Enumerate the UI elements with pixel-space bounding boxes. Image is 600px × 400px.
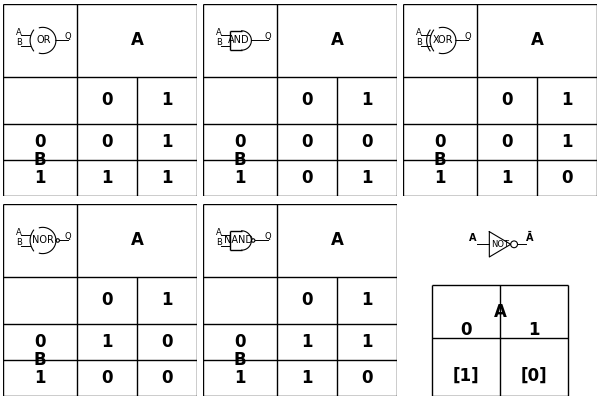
Text: 1: 1 bbox=[361, 92, 373, 110]
Text: AND: AND bbox=[228, 36, 250, 46]
Text: A: A bbox=[16, 228, 22, 237]
Text: 0: 0 bbox=[161, 369, 173, 387]
Text: 1: 1 bbox=[34, 369, 46, 387]
Text: A: A bbox=[331, 32, 343, 50]
Text: 0: 0 bbox=[460, 321, 472, 339]
Text: B: B bbox=[16, 38, 22, 47]
Text: [1]: [1] bbox=[453, 367, 479, 385]
Text: A: A bbox=[331, 232, 343, 250]
Text: B: B bbox=[216, 238, 222, 247]
Text: B: B bbox=[416, 38, 422, 47]
Text: 1: 1 bbox=[101, 169, 113, 187]
Text: 1: 1 bbox=[301, 333, 313, 351]
Text: A: A bbox=[216, 228, 222, 237]
Text: 0: 0 bbox=[101, 292, 113, 310]
Text: Q: Q bbox=[265, 232, 271, 241]
Text: 1: 1 bbox=[161, 292, 173, 310]
Text: 0: 0 bbox=[501, 92, 512, 110]
Text: 1: 1 bbox=[361, 333, 373, 351]
Text: 1: 1 bbox=[234, 169, 245, 187]
Text: A: A bbox=[130, 32, 143, 50]
Text: NAND: NAND bbox=[224, 236, 253, 246]
Text: A: A bbox=[530, 32, 543, 50]
Text: B: B bbox=[34, 351, 46, 369]
Text: 0: 0 bbox=[501, 133, 512, 151]
Text: 1: 1 bbox=[234, 369, 245, 387]
Text: 0: 0 bbox=[101, 133, 113, 151]
Text: 1: 1 bbox=[561, 133, 572, 151]
Text: 0: 0 bbox=[301, 292, 313, 310]
Text: 0: 0 bbox=[361, 133, 373, 151]
Text: A: A bbox=[216, 28, 222, 37]
Text: B: B bbox=[233, 351, 246, 369]
Text: 0: 0 bbox=[301, 133, 313, 151]
Text: 0: 0 bbox=[34, 133, 46, 151]
Text: 0: 0 bbox=[101, 369, 113, 387]
Text: 0: 0 bbox=[561, 169, 572, 187]
Text: OR: OR bbox=[36, 36, 50, 46]
Text: 1: 1 bbox=[301, 369, 313, 387]
Text: B: B bbox=[34, 151, 46, 169]
Text: Ā: Ā bbox=[526, 233, 533, 243]
Text: Q: Q bbox=[64, 232, 71, 241]
Text: Q: Q bbox=[464, 32, 471, 41]
Text: NOT: NOT bbox=[491, 240, 509, 249]
Text: 1: 1 bbox=[501, 169, 512, 187]
Text: 1: 1 bbox=[561, 92, 572, 110]
Text: 1: 1 bbox=[361, 292, 373, 310]
Text: 0: 0 bbox=[361, 369, 373, 387]
Text: 0: 0 bbox=[234, 333, 245, 351]
Text: Q: Q bbox=[265, 32, 271, 41]
Text: 0: 0 bbox=[301, 169, 313, 187]
Text: B: B bbox=[233, 151, 246, 169]
Text: 0: 0 bbox=[434, 133, 446, 151]
Text: 0: 0 bbox=[301, 92, 313, 110]
Text: 1: 1 bbox=[161, 169, 173, 187]
Text: Q: Q bbox=[64, 32, 71, 41]
Text: A: A bbox=[416, 28, 422, 37]
Text: XOR: XOR bbox=[433, 36, 454, 46]
Text: A: A bbox=[16, 28, 22, 37]
Text: B: B bbox=[216, 38, 222, 47]
Text: A: A bbox=[469, 233, 476, 243]
Text: A: A bbox=[494, 302, 506, 320]
Text: 1: 1 bbox=[161, 92, 173, 110]
Text: [0]: [0] bbox=[521, 367, 547, 385]
Text: 1: 1 bbox=[101, 333, 113, 351]
Text: 1: 1 bbox=[34, 169, 46, 187]
Text: A: A bbox=[130, 232, 143, 250]
Text: 1: 1 bbox=[361, 169, 373, 187]
Text: 0: 0 bbox=[101, 92, 113, 110]
Text: 0: 0 bbox=[234, 133, 245, 151]
Text: 1: 1 bbox=[528, 321, 540, 339]
Text: 0: 0 bbox=[34, 333, 46, 351]
Text: B: B bbox=[434, 151, 446, 169]
Text: 1: 1 bbox=[161, 133, 173, 151]
Text: 1: 1 bbox=[434, 169, 446, 187]
Text: NOR: NOR bbox=[32, 236, 54, 246]
Text: B: B bbox=[16, 238, 22, 247]
Text: 0: 0 bbox=[161, 333, 173, 351]
